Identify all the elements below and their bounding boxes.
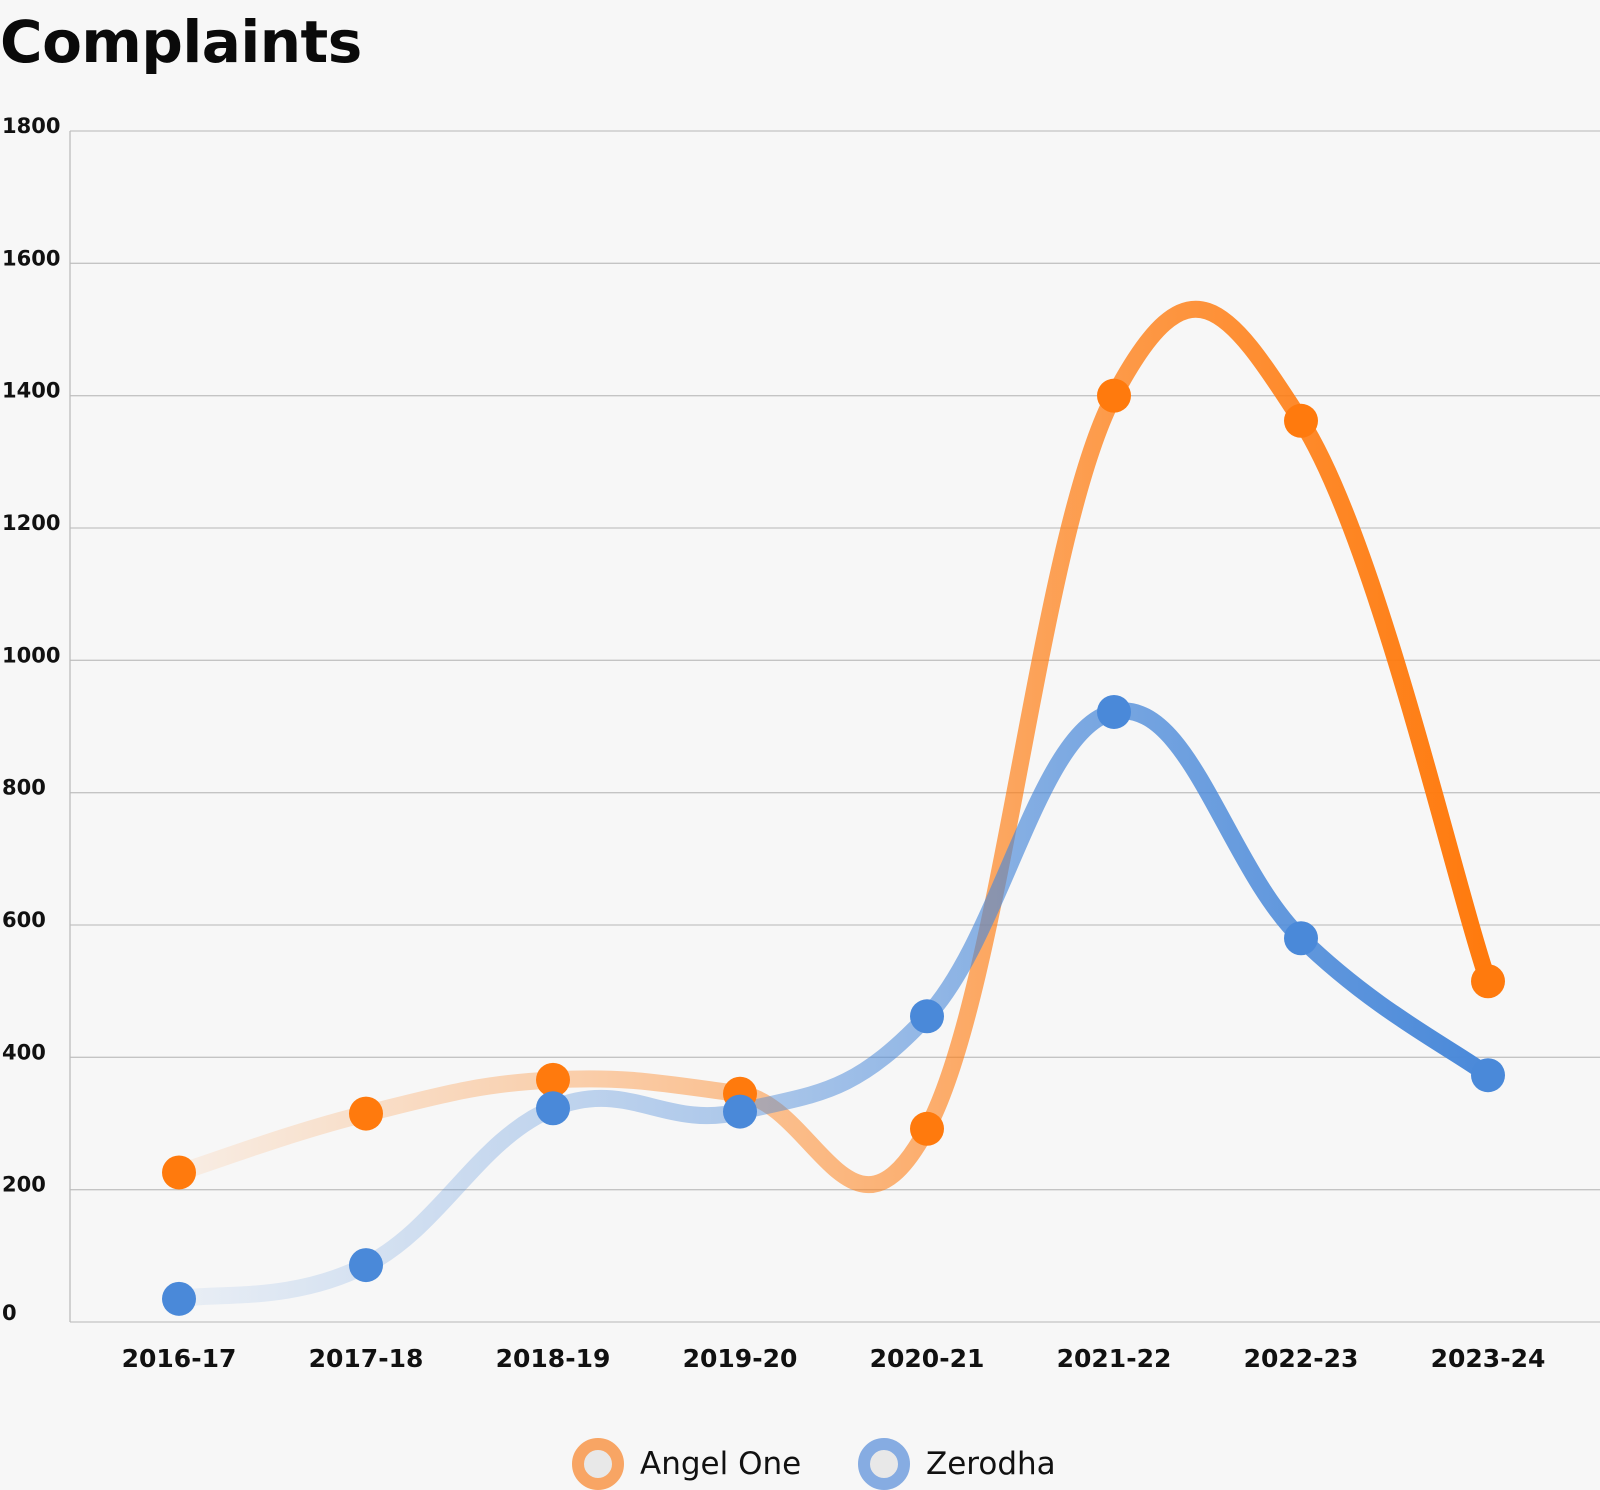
- data-point-angel-one[interactable]: [1284, 403, 1318, 438]
- grid-lines: [69, 130, 1600, 1323]
- x-tick-label: 2020-21: [870, 1344, 985, 1373]
- x-tick-label: 2023-24: [1431, 1344, 1546, 1373]
- y-tick-label: 1200: [2, 511, 60, 535]
- data-point-angel-one[interactable]: [1097, 378, 1131, 413]
- legend-item-angel-one[interactable]: Angel One: [572, 1438, 801, 1490]
- data-point-zerodha[interactable]: [1097, 694, 1131, 729]
- y-tick-label: 1600: [2, 246, 60, 270]
- y-tick-label: 400: [2, 1040, 46, 1064]
- x-tick-label: 2017-18: [309, 1344, 424, 1373]
- legend-label-angel-one: Angel One: [640, 1446, 802, 1482]
- y-axis-ticks: 0 200 400 600 800 1000 1200 1400 1600 1800: [2, 114, 60, 1325]
- x-tick-label: 2021-22: [1057, 1344, 1172, 1373]
- chart-title: Complaints: [0, 8, 362, 76]
- legend-swatch-zerodha: [858, 1438, 910, 1490]
- y-tick-label: 1000: [2, 643, 60, 667]
- series-lines: [170, 300, 1497, 1308]
- line-chart: 0 200 400 600 800 1000 1200 1400 1600 1800 2016-1…: [2, 114, 1600, 1373]
- x-tick-label: 2022-23: [1244, 1344, 1359, 1373]
- series-line-angel-one: [170, 300, 1497, 1194]
- y-tick-label: 0: [2, 1301, 17, 1325]
- data-point-angel-one[interactable]: [162, 1155, 196, 1190]
- data-point-zerodha[interactable]: [1471, 1058, 1505, 1093]
- y-tick-label: 800: [2, 776, 46, 800]
- y-tick-label: 200: [2, 1173, 46, 1197]
- data-point-zerodha[interactable]: [1284, 921, 1318, 956]
- x-tick-label: 2019-20: [683, 1344, 798, 1373]
- x-tick-label: 2016-17: [122, 1344, 237, 1373]
- legend-swatch-angel-one: [572, 1438, 624, 1490]
- x-tick-label: 2018-19: [496, 1344, 611, 1373]
- data-point-zerodha[interactable]: [910, 999, 944, 1034]
- data-point-angel-one[interactable]: [910, 1111, 944, 1146]
- data-points: [162, 378, 1505, 1316]
- legend-label-zerodha: Zerodha: [926, 1446, 1056, 1482]
- legend-item-zerodha[interactable]: Zerodha: [858, 1438, 1056, 1490]
- x-axis-ticks: 2016-17 2017-18 2018-19 2019-20 2020-21 2021-…: [122, 1344, 1546, 1373]
- data-point-zerodha[interactable]: [723, 1094, 757, 1129]
- y-tick-label: 1400: [2, 379, 60, 403]
- data-point-zerodha[interactable]: [536, 1091, 570, 1126]
- y-tick-label: 600: [2, 908, 46, 932]
- series-line-zerodha: [170, 702, 1497, 1308]
- data-point-angel-one[interactable]: [349, 1096, 383, 1131]
- data-point-angel-one[interactable]: [536, 1062, 570, 1097]
- data-point-zerodha[interactable]: [349, 1248, 383, 1283]
- data-point-zerodha[interactable]: [162, 1281, 196, 1316]
- y-tick-label: 1800: [2, 114, 60, 138]
- data-point-angel-one[interactable]: [1471, 964, 1505, 999]
